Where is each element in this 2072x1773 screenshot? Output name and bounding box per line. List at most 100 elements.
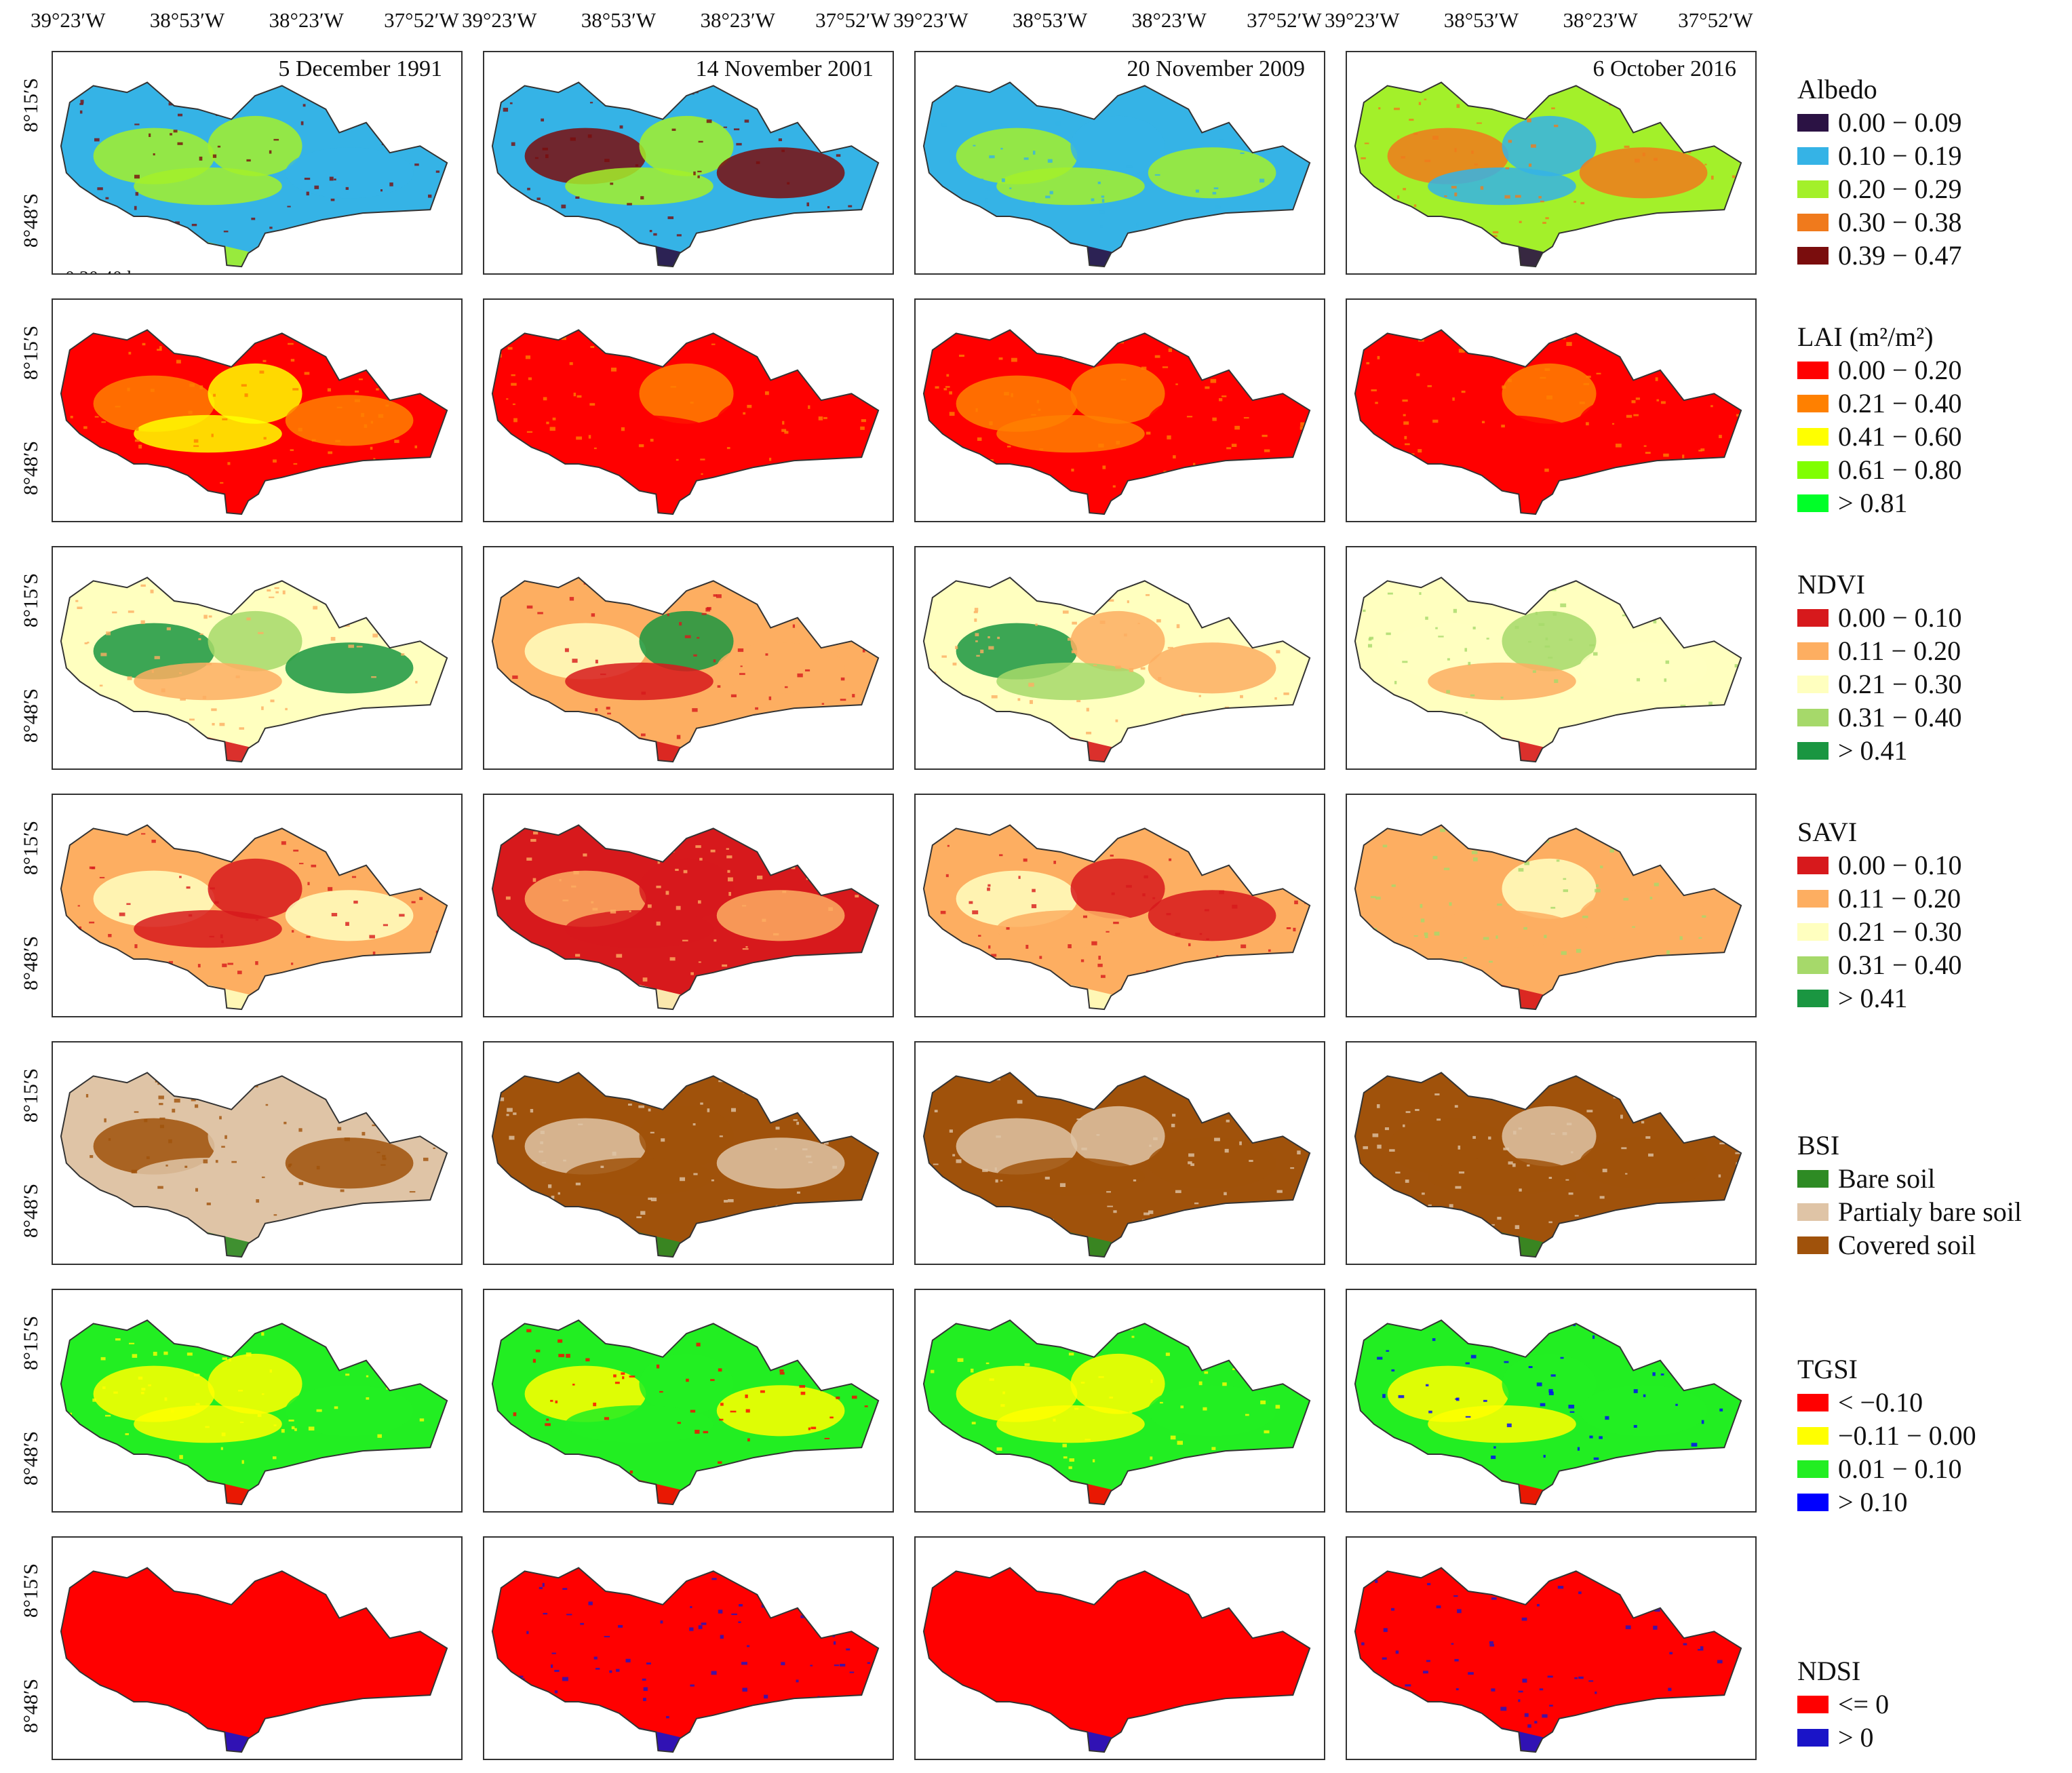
pixel-speck [781, 429, 787, 432]
pixel-speck [237, 1701, 240, 1704]
pixel-speck [1084, 349, 1087, 351]
legend-item: −0.11 − 0.00 [1797, 1419, 1976, 1452]
pixel-speck [314, 185, 319, 189]
map-panel-albedo-2: 14 November 2001 [483, 51, 894, 275]
pixel-speck [226, 598, 229, 603]
pixel-speck [1178, 1711, 1184, 1714]
pixel-speck [168, 960, 174, 964]
pixel-speck [221, 1146, 225, 1148]
pixel-speck [345, 187, 349, 190]
pixel-speck [1664, 678, 1667, 682]
pixel-speck [1205, 1216, 1209, 1219]
pixel-speck [661, 1138, 665, 1142]
pixel-speck [1117, 1695, 1121, 1697]
pixel-speck [1049, 1623, 1053, 1626]
pixel-speck [1719, 1142, 1725, 1145]
pixel-speck [1199, 933, 1203, 935]
pixel-speck [1035, 623, 1038, 626]
pixel-speck [761, 1604, 764, 1608]
pixel-speck [855, 895, 859, 898]
pixel-speck [1413, 132, 1418, 136]
pixel-speck [1474, 163, 1479, 165]
pixel-speck [1004, 1660, 1009, 1662]
legend-label: 0.00 − 0.10 [1838, 602, 1962, 633]
pixel-speck [583, 853, 587, 857]
pixel-speck [806, 1155, 812, 1158]
pixel-speck [650, 438, 654, 442]
pixel-speck [781, 149, 785, 153]
pixel-speck [1295, 1347, 1301, 1352]
pixel-speck [163, 1351, 168, 1355]
pixel-speck [1550, 906, 1556, 909]
pixel-speck [527, 187, 530, 191]
pixel-speck [1666, 726, 1672, 729]
pixel-speck [1549, 1704, 1553, 1707]
map-panel-savi-2 [483, 794, 894, 1017]
pixel-speck [1635, 1364, 1641, 1367]
pixel-speck [808, 1427, 811, 1430]
pixel-speck [1026, 1470, 1032, 1474]
pixel-speck [528, 1704, 534, 1708]
pixel-speck [1734, 664, 1738, 668]
legend-item: > 0 [1797, 1721, 1889, 1754]
pixel-speck [745, 1409, 750, 1413]
pixel-speck [713, 594, 717, 597]
pixel-speck [1557, 1586, 1564, 1589]
pixel-speck [846, 1648, 851, 1651]
pixel-speck [872, 188, 876, 191]
pixel-speck [142, 343, 146, 346]
pixel-speck [215, 1160, 218, 1163]
pixel-speck [288, 1164, 291, 1167]
pixel-speck [1232, 1678, 1234, 1682]
pixel-speck [186, 886, 191, 889]
pixel-speck [222, 1723, 226, 1726]
pixel-speck [1633, 1424, 1637, 1428]
pixel-speck [1204, 909, 1209, 912]
pixel-speck [1395, 1171, 1401, 1174]
pixel-speck [695, 1429, 700, 1434]
pixel-speck [840, 699, 846, 701]
pixel-speck [1091, 198, 1095, 201]
pixel-speck [227, 962, 233, 965]
pixel-speck [587, 134, 592, 138]
pixel-speck [995, 1179, 998, 1183]
pixel-speck [140, 584, 146, 587]
pixel-speck [1719, 1408, 1723, 1411]
basin-outline [491, 1319, 880, 1506]
pixel-speck [604, 1635, 610, 1637]
pixel-speck [1636, 678, 1641, 682]
pixel-speck [1632, 926, 1635, 928]
pixel-speck [1212, 192, 1217, 195]
pixel-speck [777, 853, 779, 858]
class-patch [285, 1385, 414, 1437]
pixel-speck [1302, 1388, 1308, 1392]
pixel-speck [539, 1150, 544, 1153]
class-patch [1428, 1157, 1576, 1196]
pixel-speck [163, 1641, 169, 1643]
pixel-speck [1370, 896, 1377, 899]
pixel-speck [610, 367, 617, 372]
pixel-speck [387, 1468, 390, 1471]
basin-outline [491, 81, 880, 268]
pixel-speck [618, 1624, 623, 1628]
pixel-speck [593, 447, 597, 450]
legend-item: 0.20 − 0.29 [1797, 172, 1962, 206]
pixel-speck [595, 708, 598, 712]
pixel-speck [222, 418, 228, 421]
pixel-speck [947, 707, 952, 711]
pixel-speck [78, 235, 83, 239]
pixel-speck [513, 418, 517, 423]
pixel-speck [810, 1664, 813, 1667]
pixel-speck [1386, 1718, 1392, 1720]
pixel-speck [787, 1088, 791, 1090]
basin-outline [922, 1319, 1311, 1506]
pixel-speck [1605, 1416, 1609, 1420]
pixel-speck [860, 426, 865, 430]
pixel-speck [298, 863, 304, 865]
pixel-speck [311, 864, 317, 868]
pixel-speck [792, 624, 796, 628]
pixel-speck [1097, 1579, 1101, 1583]
pixel-speck [593, 1402, 597, 1407]
pixel-speck [1512, 1131, 1517, 1135]
pixel-speck [90, 1190, 93, 1193]
